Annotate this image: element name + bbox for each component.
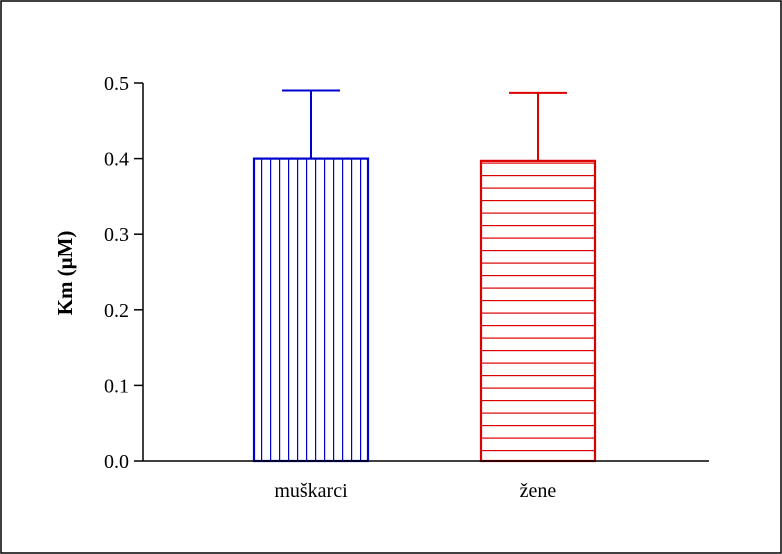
y-tick-label: 0.2 (104, 300, 129, 322)
plot-area: muškarci žene 0.0 0.1 0.2 0.3 0.4 0.5 (104, 73, 709, 502)
x-tick-label: muškarci (274, 480, 348, 502)
bar-2 (479, 159, 597, 463)
y-tick-label: 0.4 (104, 149, 129, 171)
y-tick-label: 0.0 (104, 451, 129, 473)
y-tick-label: 0.1 (104, 375, 129, 397)
y-axis-label: Km (μM) (53, 231, 77, 316)
y-tick-label: 0.5 (104, 73, 129, 95)
y-tick-label: 0.3 (104, 224, 129, 246)
bar-1 (252, 157, 370, 463)
x-tick-label: žene (520, 480, 557, 502)
